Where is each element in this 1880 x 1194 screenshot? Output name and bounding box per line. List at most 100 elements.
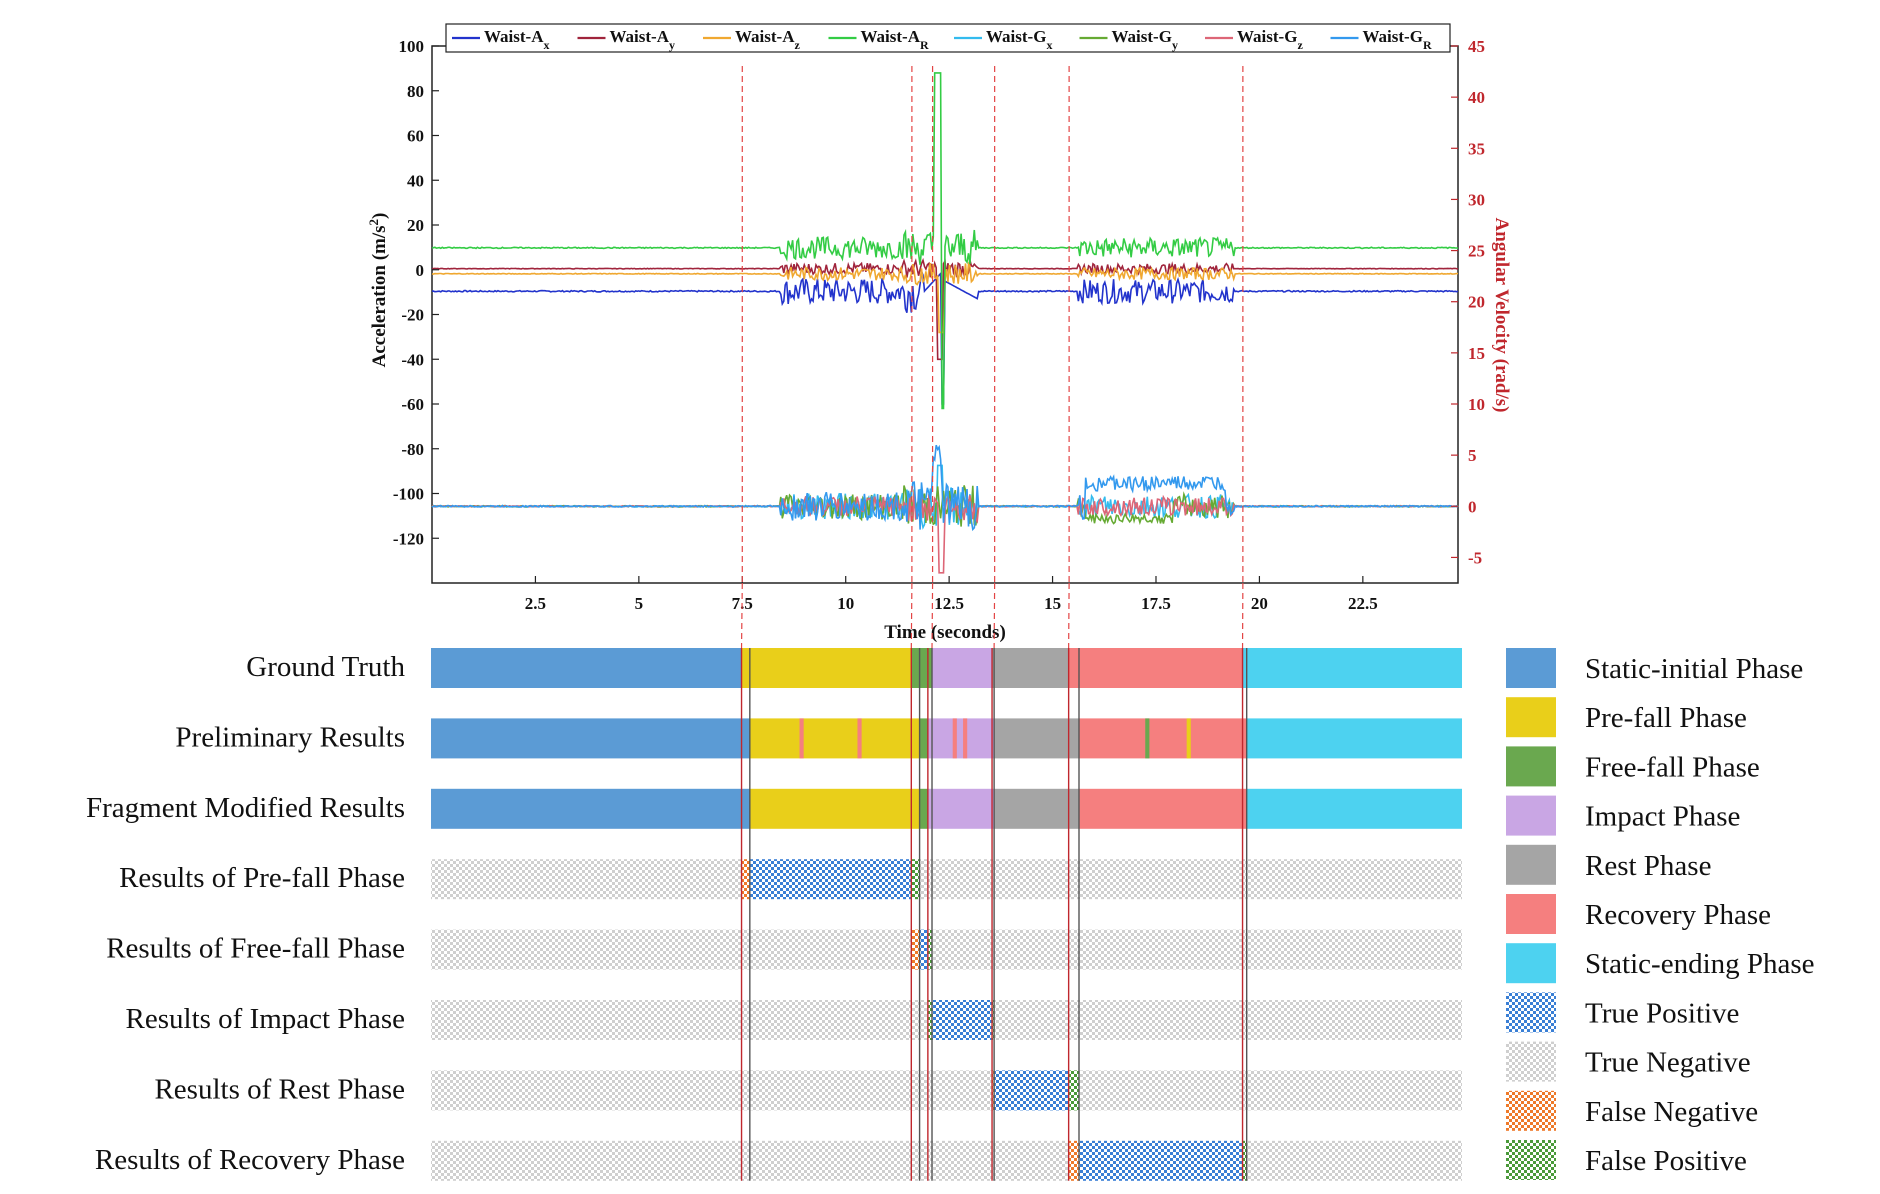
legend-entry-ax: Waist-Ax	[484, 27, 550, 52]
segment-static_initial	[431, 788, 750, 829]
legend-entry-gy: Waist-Gy	[1112, 27, 1178, 52]
timeline-row: Results of Rest Phase	[154, 1070, 1462, 1111]
left-y-axis-label: Acceleration (m/s2)	[366, 213, 391, 368]
x-tick-label: 20	[1251, 594, 1268, 613]
segment-free_fall	[1145, 718, 1150, 759]
segment-fp	[911, 859, 920, 900]
legend-label: Recovery Phase	[1585, 899, 1771, 931]
legend-item-free_fall: Free-fall Phase	[1506, 746, 1760, 787]
legend-label: Static-ending Phase	[1585, 948, 1815, 980]
y-right-tick-label: 20	[1468, 293, 1485, 312]
series-line-ar	[431, 72, 1459, 410]
row-label: Results of Pre-fall Phase	[119, 862, 405, 894]
legend-label: Impact Phase	[1585, 801, 1740, 833]
x-tick-label: 12.5	[934, 594, 964, 613]
segment-tn	[431, 929, 912, 970]
legend-item-rest: Rest Phase	[1506, 844, 1711, 885]
segment-tp	[919, 929, 928, 970]
legend-item-static_initial: Static-initial Phase	[1506, 648, 1803, 688]
legend-label: True Negative	[1585, 1047, 1751, 1079]
segment-tp	[1078, 1140, 1243, 1181]
series-line-gr	[431, 444, 1459, 532]
segment-tp	[749, 859, 912, 900]
segment-free_fall	[911, 648, 933, 688]
segment-fn	[741, 859, 750, 900]
legend-item-impact: Impact Phase	[1506, 795, 1740, 836]
segment-tn	[919, 859, 1462, 900]
legend-entry-az: Waist-Az	[735, 27, 801, 52]
legend-swatch	[1506, 894, 1556, 934]
segment-fp	[1068, 1070, 1079, 1111]
segment-tn	[1078, 1070, 1462, 1111]
phase-boundary-link	[993, 582, 996, 649]
y-left-tick-label: -80	[401, 440, 424, 459]
timeline-row: Fragment Modified Results	[86, 788, 1462, 829]
y-left-tick-label: 20	[407, 216, 424, 235]
y-left-tick-label: 80	[407, 82, 424, 101]
segment-pre_fall	[749, 718, 920, 759]
legend-item-fn: False Negative	[1506, 1090, 1758, 1131]
legend-swatch	[1506, 795, 1556, 836]
row-label: Results of Recovery Phase	[95, 1144, 405, 1176]
segment-free_fall	[919, 718, 928, 759]
legend-swatch	[1506, 648, 1556, 688]
segment-fp	[927, 929, 933, 970]
segment-pre_fall	[1186, 718, 1191, 759]
legend-label: False Positive	[1585, 1145, 1747, 1177]
timeline-row: Preliminary Results	[175, 718, 1462, 759]
x-tick-label: 22.5	[1348, 594, 1378, 613]
row-label: Results of Rest Phase	[154, 1073, 405, 1105]
phase-legend: Static-initial Phase Pre-fall Phase Free-f…	[1506, 648, 1815, 1180]
legend-swatch	[1506, 844, 1556, 885]
segment-static_ending	[1246, 718, 1462, 759]
left-y-axis: 100 80 60 40 20 0 -20 -40 -60 -80 -100 -120	[393, 37, 439, 548]
legend-item-fp: False Positive	[1506, 1140, 1747, 1180]
y-left-tick-label: -60	[401, 395, 424, 414]
segment-impact	[927, 788, 995, 829]
segment-fn	[992, 1070, 995, 1111]
y-right-tick-label: 45	[1468, 37, 1485, 56]
segment-fp	[927, 1000, 933, 1040]
legend-label: Pre-fall Phase	[1585, 702, 1747, 734]
segment-tp	[932, 1000, 993, 1040]
y-right-tick-label: 15	[1468, 344, 1485, 363]
segment-fp	[992, 1000, 995, 1040]
segment-fp	[1242, 1140, 1247, 1181]
x-tick-label: 15	[1044, 594, 1061, 613]
y-left-tick-label: -40	[401, 350, 424, 369]
row-label: Preliminary Results	[175, 721, 405, 753]
y-left-tick-label: 60	[407, 127, 424, 146]
legend-swatch	[1506, 1090, 1556, 1131]
x-tick-label: 5	[635, 594, 644, 613]
timeline-row: Results of Recovery Phase	[95, 1140, 1462, 1181]
segment-fn	[911, 929, 920, 970]
legend-swatch	[1506, 1041, 1556, 1082]
segment-rest	[994, 718, 1079, 759]
legend-swatch	[1506, 943, 1556, 984]
segment-tn	[994, 1000, 1462, 1040]
legend-label: False Negative	[1585, 1096, 1758, 1128]
legend-item-tn: True Negative	[1506, 1041, 1751, 1082]
legend-entry-gx: Waist-Gx	[986, 27, 1052, 52]
segment-free_fall	[919, 788, 928, 829]
y-right-tick-label: -5	[1468, 548, 1482, 567]
segment-static_ending	[1246, 788, 1462, 829]
segment-recovery	[952, 718, 957, 759]
legend-item-pre_fall: Pre-fall Phase	[1506, 697, 1747, 738]
segment-tp	[994, 1070, 1069, 1111]
segment-pre_fall	[741, 648, 912, 688]
y-left-tick-label: -20	[401, 306, 424, 325]
legend-item-static_ending: Static-ending Phase	[1506, 943, 1815, 984]
segment-tn	[932, 929, 1462, 970]
segment-rest	[992, 648, 1069, 688]
legend-label: True Positive	[1585, 997, 1739, 1029]
series-traces	[431, 72, 1459, 574]
segment-tn	[431, 1000, 928, 1040]
legend-label: Free-fall Phase	[1585, 751, 1760, 783]
legend-label: Static-initial Phase	[1585, 653, 1803, 685]
y-left-tick-label: -100	[393, 485, 424, 504]
x-axis-label: Time (seconds)	[884, 622, 1006, 643]
segment-recovery	[1068, 648, 1243, 688]
y-right-tick-label: 5	[1468, 446, 1477, 465]
